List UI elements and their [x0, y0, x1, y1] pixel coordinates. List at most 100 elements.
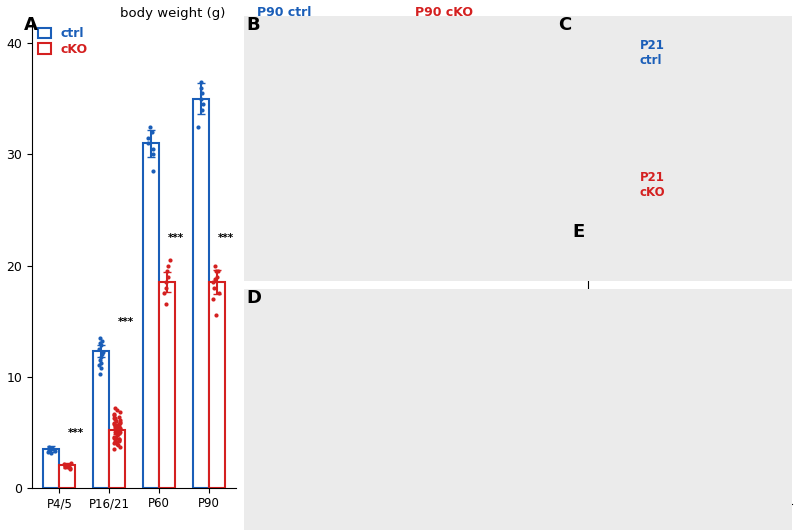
Point [114, 418, 126, 426]
Point [691, 369, 704, 377]
Point [111, 441, 124, 449]
Point [678, 323, 690, 332]
Point [627, 481, 640, 490]
Point [674, 321, 686, 329]
Text: D: D [246, 289, 262, 307]
Point [762, 374, 774, 383]
Point [674, 318, 686, 326]
Bar [603, 465, 624, 530]
Point [194, 84, 207, 92]
Point [109, 422, 122, 431]
Point [62, 462, 74, 471]
Point [196, 100, 209, 109]
Bar [143, 143, 159, 488]
Point [209, 275, 222, 283]
Point [196, 89, 209, 98]
Point [207, 278, 220, 286]
Point [46, 444, 58, 452]
Point [114, 428, 126, 436]
Point [114, 416, 126, 424]
Point [110, 426, 122, 434]
Point [62, 461, 75, 470]
Point [630, 471, 643, 480]
Point [114, 425, 126, 433]
Point [609, 471, 622, 480]
Point [211, 267, 224, 275]
Point [670, 313, 682, 322]
Point [194, 78, 207, 86]
Point [624, 469, 637, 477]
Point [108, 411, 121, 420]
Point [610, 461, 623, 470]
Point [113, 436, 126, 444]
Point [162, 272, 175, 281]
Point [674, 315, 687, 324]
Bar [193, 99, 209, 488]
Point [196, 106, 209, 114]
Point [610, 458, 623, 467]
Point [142, 139, 154, 147]
Point [692, 372, 705, 380]
Point [59, 461, 72, 469]
Point [94, 370, 106, 378]
Point [95, 364, 108, 372]
Point [690, 374, 703, 383]
Point [64, 459, 77, 467]
Point [58, 460, 70, 469]
Point [736, 305, 749, 314]
Point [159, 300, 172, 308]
Text: P21
ctrl: P21 ctrl [640, 39, 665, 67]
Point [97, 348, 110, 356]
Text: ***: *** [118, 316, 134, 326]
Point [107, 432, 120, 441]
Point [163, 255, 176, 264]
Point [48, 447, 61, 455]
Point [676, 311, 689, 319]
Point [95, 337, 108, 345]
Text: E: E [572, 223, 584, 241]
Point [603, 456, 616, 464]
Point [110, 429, 122, 437]
Point [42, 448, 54, 456]
Point [760, 382, 773, 391]
Point [108, 413, 121, 422]
Point [677, 333, 690, 342]
Bar [734, 310, 756, 530]
Point [146, 167, 159, 175]
Point [690, 354, 703, 363]
Point [207, 284, 220, 292]
Point [690, 387, 703, 395]
Point [113, 420, 126, 429]
Point [671, 315, 684, 324]
Point [113, 435, 126, 443]
Text: C: C [558, 16, 572, 34]
Point [210, 267, 222, 275]
Point [110, 417, 122, 425]
Point [109, 425, 122, 433]
Point [114, 408, 126, 417]
Point [691, 364, 704, 373]
Point [108, 434, 121, 442]
Point [146, 128, 158, 137]
Point [94, 359, 107, 367]
Point [626, 484, 639, 492]
Point [110, 427, 122, 435]
Point [110, 422, 123, 431]
Point [633, 474, 646, 482]
Point [93, 361, 106, 370]
Point [44, 449, 57, 457]
Point [58, 463, 71, 471]
Bar [59, 465, 75, 488]
Text: P90 cKO: P90 cKO [415, 6, 473, 19]
Point [694, 379, 706, 388]
Point [159, 278, 172, 286]
Text: P90 ctrl: P90 ctrl [257, 6, 311, 19]
Point [63, 463, 76, 472]
Text: S1-CX thickness (mm): S1-CX thickness (mm) [578, 214, 726, 227]
Point [631, 476, 644, 485]
Point [210, 272, 223, 281]
Point [95, 350, 108, 359]
Point [760, 397, 773, 405]
Point [160, 267, 173, 275]
Point [107, 410, 120, 419]
